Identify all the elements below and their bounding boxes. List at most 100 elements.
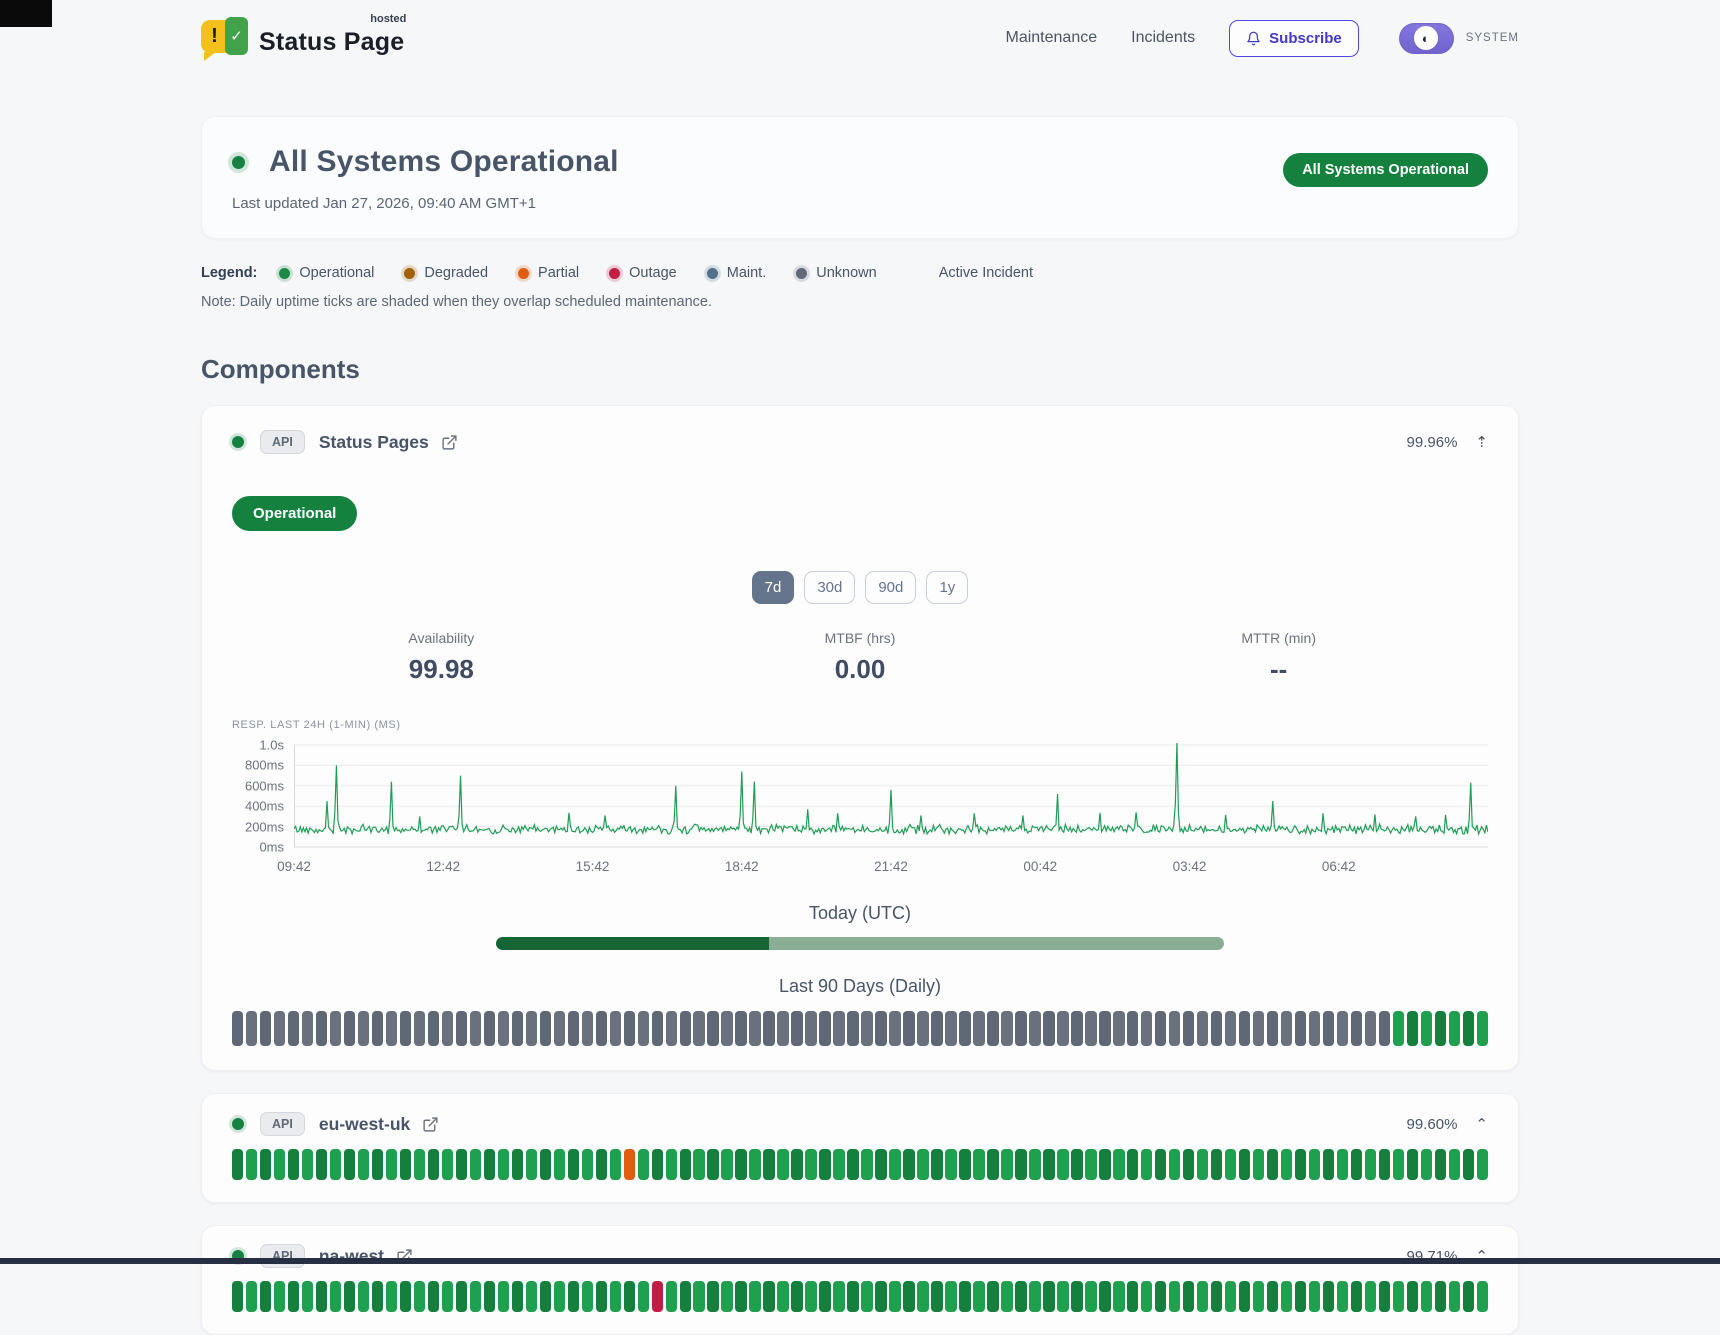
uptime-tick-unknown[interactable] (1378, 1011, 1391, 1046)
uptime-tick-operational[interactable] (1392, 1149, 1405, 1180)
uptime-tick-unknown[interactable] (651, 1011, 664, 1046)
uptime-tick-operational[interactable] (301, 1281, 314, 1312)
uptime-tick-operational[interactable] (553, 1281, 566, 1312)
uptime-tick-unknown[interactable] (497, 1011, 510, 1046)
uptime-tick-operational[interactable] (1224, 1149, 1237, 1180)
uptime-tick-operational[interactable] (1168, 1281, 1181, 1312)
uptime-tick-operational[interactable] (329, 1149, 342, 1180)
uptime-tick-operational[interactable] (553, 1149, 566, 1180)
uptime-tick-operational[interactable] (399, 1281, 412, 1312)
uptime-tick-operational[interactable] (1406, 1149, 1419, 1180)
uptime-tick-operational[interactable] (1224, 1281, 1237, 1312)
uptime-tick-operational[interactable] (469, 1281, 482, 1312)
collapse-icon[interactable]: ⇡ (1475, 433, 1488, 451)
uptime-tick-operational[interactable] (987, 1281, 999, 1312)
uptime-tick-operational[interactable] (1196, 1149, 1209, 1180)
uptime-tick-operational[interactable] (539, 1149, 552, 1180)
uptime-tick-operational[interactable] (1196, 1281, 1209, 1312)
uptime-tick-unknown[interactable] (329, 1011, 342, 1046)
uptime-tick-operational[interactable] (441, 1281, 454, 1312)
uptime-tick-operational[interactable] (833, 1149, 845, 1180)
uptime-tick-operational[interactable] (1266, 1281, 1279, 1312)
uptime-tick-unknown[interactable] (581, 1011, 594, 1046)
uptime-tick-unknown[interactable] (539, 1011, 552, 1046)
uptime-tick-operational[interactable] (595, 1281, 608, 1312)
uptime-tick-operational[interactable] (1280, 1149, 1293, 1180)
component-header-row[interactable]: API eu-west-uk 99.60% ⌃ (232, 1112, 1488, 1136)
uptime-tick-operational[interactable] (1085, 1149, 1097, 1180)
uptime-tick-operational[interactable] (847, 1149, 859, 1180)
uptime-tick-operational[interactable] (1099, 1149, 1111, 1180)
uptime-tick-unknown[interactable] (889, 1011, 901, 1046)
uptime-tick-operational[interactable] (847, 1281, 859, 1312)
uptime-tick-operational[interactable] (973, 1281, 985, 1312)
uptime-tick-unknown[interactable] (259, 1011, 272, 1046)
theme-toggle[interactable]: ◐ (1398, 22, 1454, 54)
uptime-tick-unknown[interactable] (232, 1011, 244, 1046)
uptime-tick-operational[interactable] (567, 1281, 580, 1312)
uptime-tick-operational[interactable] (1462, 1149, 1475, 1180)
uptime-tick-unknown[interactable] (1043, 1011, 1055, 1046)
uptime-tick-unknown[interactable] (1085, 1011, 1097, 1046)
uptime-tick-partial[interactable] (623, 1149, 636, 1180)
uptime-tick-unknown[interactable] (455, 1011, 468, 1046)
uptime-tick-operational[interactable] (357, 1149, 370, 1180)
uptime-tick-operational[interactable] (791, 1281, 803, 1312)
uptime-tick-unknown[interactable] (959, 1011, 971, 1046)
uptime-tick-operational[interactable] (1057, 1149, 1069, 1180)
uptime-tick-operational[interactable] (833, 1281, 845, 1312)
uptime-tick-unknown[interactable] (609, 1011, 622, 1046)
component-header-row[interactable]: API Status Pages 99.96% ⇡ (232, 430, 1488, 454)
uptime-tick-operational[interactable] (1043, 1281, 1055, 1312)
uptime-tick-unknown[interactable] (1280, 1011, 1293, 1046)
uptime-tick-operational[interactable] (1350, 1281, 1363, 1312)
uptime-tick-operational[interactable] (1238, 1281, 1251, 1312)
uptime-tick-unknown[interactable] (273, 1011, 286, 1046)
uptime-tick-operational[interactable] (959, 1149, 971, 1180)
uptime-tick-operational[interactable] (721, 1149, 733, 1180)
uptime-tick-operational[interactable] (1420, 1281, 1433, 1312)
uptime-tick-operational[interactable] (273, 1281, 286, 1312)
uptime-tick-unknown[interactable] (357, 1011, 370, 1046)
range-button-90d[interactable]: 90d (865, 571, 917, 604)
uptime-tick-unknown[interactable] (973, 1011, 985, 1046)
uptime-tick-operational[interactable] (819, 1149, 831, 1180)
uptime-tick-unknown[interactable] (805, 1011, 817, 1046)
uptime-tick-unknown[interactable] (1127, 1011, 1139, 1046)
uptime-tick-operational[interactable] (371, 1281, 384, 1312)
uptime-tick-operational[interactable] (1127, 1149, 1139, 1180)
uptime-tick-operational[interactable] (1001, 1281, 1013, 1312)
uptime-tick-unknown[interactable] (483, 1011, 496, 1046)
uptime-tick-operational[interactable] (399, 1149, 412, 1180)
uptime-tick-operational[interactable] (1029, 1281, 1041, 1312)
uptime-tick-operational[interactable] (735, 1281, 747, 1312)
uptime-tick-operational[interactable] (1322, 1149, 1335, 1180)
uptime-tick-operational[interactable] (455, 1281, 468, 1312)
uptime-tick-operational[interactable] (1336, 1149, 1349, 1180)
uptime-tick-unknown[interactable] (343, 1011, 356, 1046)
external-link-icon[interactable] (422, 1116, 439, 1133)
uptime-tick-operational[interactable] (707, 1281, 719, 1312)
range-button-7d[interactable]: 7d (751, 571, 795, 604)
uptime-tick-operational[interactable] (637, 1281, 650, 1312)
external-link-icon[interactable] (441, 434, 458, 451)
uptime-tick-operational[interactable] (301, 1149, 314, 1180)
uptime-tick-unknown[interactable] (371, 1011, 384, 1046)
uptime-tick-operational[interactable] (609, 1149, 622, 1180)
uptime-tick-operational[interactable] (1071, 1281, 1083, 1312)
uptime-tick-operational[interactable] (1392, 1281, 1405, 1312)
uptime-tick-unknown[interactable] (595, 1011, 608, 1046)
uptime-tick-unknown[interactable] (1182, 1011, 1195, 1046)
uptime-tick-unknown[interactable] (1238, 1011, 1251, 1046)
uptime-tick-operational[interactable] (861, 1281, 873, 1312)
uptime-tick-unknown[interactable] (777, 1011, 789, 1046)
uptime-tick-unknown[interactable] (847, 1011, 859, 1046)
uptime-tick-operational[interactable] (651, 1149, 664, 1180)
uptime-tick-operational[interactable] (259, 1149, 272, 1180)
uptime-tick-unknown[interactable] (1350, 1011, 1363, 1046)
uptime-tick-operational[interactable] (805, 1149, 817, 1180)
uptime-tick-unknown[interactable] (1266, 1011, 1279, 1046)
uptime-tick-operational[interactable] (917, 1281, 929, 1312)
uptime-tick-operational[interactable] (1294, 1281, 1307, 1312)
uptime-tick-unknown[interactable] (287, 1011, 300, 1046)
